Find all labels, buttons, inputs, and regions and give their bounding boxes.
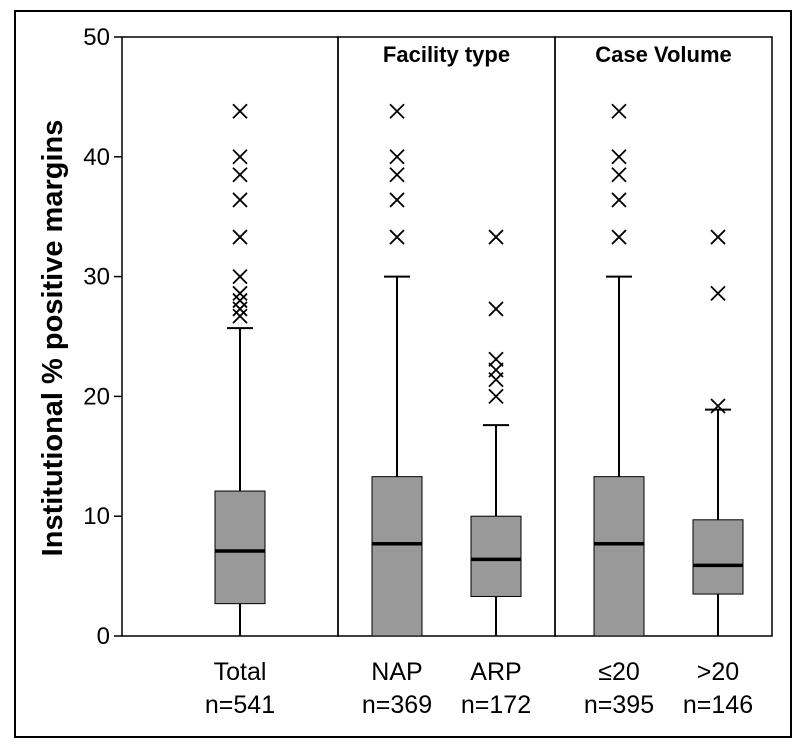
outlier-total-7 <box>232 167 248 183</box>
category-n-nap: n=369 <box>362 691 432 719</box>
box-nap <box>371 103 423 637</box>
category-n-total: n=541 <box>205 691 275 719</box>
x-axis-labels: Total n=541 NAP n=369 ARP n=172 ≤20 n=395 >20 n=1… <box>205 658 753 719</box>
outlier-arp-2 <box>488 362 504 378</box>
outlier-nap-2 <box>389 167 405 183</box>
outlier-stroke-b <box>611 229 627 245</box>
outlier-total-9 <box>232 103 248 119</box>
outlier-le20-0 <box>611 229 627 245</box>
outlier-gt20-0 <box>710 398 726 414</box>
y-tick-label-20: 20 <box>83 383 110 410</box>
outlier-stroke-b <box>389 192 405 208</box>
outlier-le20-4 <box>611 103 627 119</box>
outlier-stroke-b <box>389 149 405 165</box>
outlier-arp-4 <box>488 301 504 317</box>
panel-3-frame <box>554 36 773 637</box>
category-label-gt20: >20 <box>697 658 739 686</box>
box-arp <box>470 229 522 636</box>
outlier-stroke-b <box>488 301 504 317</box>
outlier-stroke-b <box>488 388 504 405</box>
outlier-total-1 <box>232 301 248 317</box>
panel-frames: Facility type Case Volume <box>121 36 773 637</box>
outlier-arp-5 <box>488 229 504 245</box>
y-tick-label-0: 0 <box>97 623 110 650</box>
outlier-le20-1 <box>611 192 627 208</box>
outlier-stroke-b <box>232 229 248 245</box>
outlier-total-5 <box>232 229 248 245</box>
category-n-gt20: n=146 <box>683 691 753 719</box>
outlier-nap-1 <box>389 192 405 208</box>
panel-2-title: Facility type <box>383 42 510 67</box>
box-total <box>214 103 266 636</box>
iqr-box-arp <box>470 515 522 597</box>
outlier-stroke-b <box>389 229 405 245</box>
category-label-nap: NAP <box>371 658 422 686</box>
iqr-box-gt20 <box>692 519 744 595</box>
outlier-stroke-b <box>488 229 504 245</box>
outlier-stroke-b <box>611 167 627 183</box>
y-tick-label-10: 10 <box>83 503 110 530</box>
iqr-box-le20 <box>593 476 645 637</box>
outlier-stroke-b <box>232 268 248 285</box>
y-tick-label-40: 40 <box>83 144 110 171</box>
panel-2-frame <box>337 36 556 637</box>
category-label-total: Total <box>214 658 267 686</box>
outlier-total-0 <box>232 308 248 324</box>
outlier-stroke-b <box>611 192 627 208</box>
y-axis-title: Institutional % positive margins <box>37 120 69 557</box>
outlier-stroke-b <box>232 308 248 324</box>
iqr-box-nap <box>371 476 423 637</box>
outlier-total-3 <box>232 285 248 302</box>
outlier-gt20-1 <box>710 285 726 302</box>
iqr-box-total <box>214 490 266 605</box>
outlier-arp-3 <box>488 351 504 367</box>
outlier-stroke-b <box>710 229 726 245</box>
outlier-gt20-2 <box>710 229 726 245</box>
outlier-total-8 <box>232 149 248 165</box>
outlier-le20-3 <box>611 149 627 165</box>
box-le20 <box>593 103 645 637</box>
category-label-le20: ≤20 <box>598 658 640 686</box>
outlier-stroke-b <box>611 149 627 165</box>
outlier-stroke-b <box>710 285 726 302</box>
chart-frame <box>14 10 792 738</box>
category-label-arp: ARP <box>470 658 521 686</box>
outlier-le20-2 <box>611 167 627 183</box>
category-n-le20: n=395 <box>584 691 654 719</box>
boxes-layer <box>214 103 744 637</box>
outlier-stroke-b <box>488 362 504 378</box>
outlier-stroke-b <box>389 103 405 119</box>
outlier-stroke-b <box>232 285 248 302</box>
outlier-stroke-b <box>611 103 627 119</box>
y-tick-label-50: 50 <box>83 24 110 51</box>
outlier-stroke-b <box>232 167 248 183</box>
outlier-total-6 <box>232 192 248 208</box>
outlier-nap-3 <box>389 149 405 165</box>
y-axis: 0 10 20 30 40 50 <box>83 24 122 650</box>
outlier-nap-0 <box>389 229 405 245</box>
outlier-stroke-b <box>232 149 248 165</box>
outlier-total-4 <box>232 268 248 285</box>
outlier-stroke-b <box>232 192 248 208</box>
outlier-stroke-b <box>389 167 405 183</box>
box-gt20 <box>692 229 744 636</box>
category-n-arp: n=172 <box>461 691 531 719</box>
outlier-stroke-b <box>710 398 726 414</box>
outlier-stroke-b <box>232 292 248 309</box>
y-tick-label-30: 30 <box>83 264 110 291</box>
outlier-stroke-b <box>232 103 248 119</box>
outlier-arp-0 <box>488 388 504 405</box>
outlier-stroke-b <box>488 351 504 367</box>
outlier-nap-4 <box>389 103 405 119</box>
panel-3-title: Case Volume <box>595 42 732 67</box>
outlier-total-2 <box>232 292 248 309</box>
